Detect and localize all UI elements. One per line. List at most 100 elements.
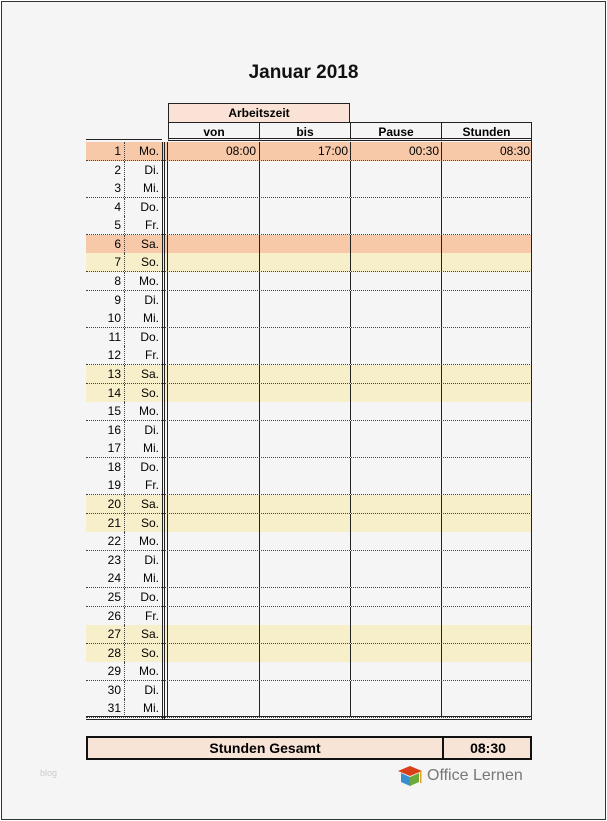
cell-von[interactable]	[167, 327, 258, 346]
cell-von[interactable]	[167, 495, 258, 514]
cell-von[interactable]	[167, 253, 258, 272]
cell-pause[interactable]	[350, 606, 441, 625]
cell-bis[interactable]	[259, 439, 350, 458]
cell-stunden[interactable]	[441, 346, 532, 365]
cell-von[interactable]	[167, 606, 258, 625]
cell-pause[interactable]	[350, 179, 441, 198]
cell-stunden[interactable]	[441, 179, 532, 198]
cell-stunden[interactable]	[441, 457, 532, 476]
cell-bis[interactable]: 17:00	[259, 142, 350, 160]
cell-bis[interactable]	[259, 290, 350, 309]
cell-pause[interactable]: 00:30	[350, 142, 441, 160]
cell-pause[interactable]	[350, 346, 441, 365]
cell-stunden[interactable]	[441, 587, 532, 606]
cell-pause[interactable]	[350, 495, 441, 514]
cell-bis[interactable]	[259, 420, 350, 439]
cell-bis[interactable]	[259, 625, 350, 644]
cell-von[interactable]	[167, 532, 258, 551]
cell-stunden[interactable]	[441, 495, 532, 514]
cell-bis[interactable]	[259, 160, 350, 179]
cell-von[interactable]	[167, 569, 258, 588]
cell-bis[interactable]	[259, 383, 350, 402]
cell-bis[interactable]	[259, 587, 350, 606]
cell-pause[interactable]	[350, 643, 441, 662]
cell-von[interactable]	[167, 383, 258, 402]
cell-stunden[interactable]	[441, 364, 532, 383]
cell-von[interactable]	[167, 197, 258, 216]
cell-stunden[interactable]: 08:30	[441, 142, 532, 160]
cell-stunden[interactable]	[441, 662, 532, 681]
cell-bis[interactable]	[259, 272, 350, 291]
cell-stunden[interactable]	[441, 439, 532, 458]
cell-bis[interactable]	[259, 476, 350, 495]
cell-von[interactable]	[167, 420, 258, 439]
cell-pause[interactable]	[350, 513, 441, 532]
cell-von[interactable]	[167, 476, 258, 495]
cell-stunden[interactable]	[441, 216, 532, 235]
cell-pause[interactable]	[350, 216, 441, 235]
cell-von[interactable]	[167, 402, 258, 421]
cell-bis[interactable]	[259, 234, 350, 253]
cell-von[interactable]	[167, 625, 258, 644]
cell-pause[interactable]	[350, 680, 441, 699]
cell-bis[interactable]	[259, 346, 350, 365]
cell-von[interactable]	[167, 290, 258, 309]
cell-pause[interactable]	[350, 253, 441, 272]
cell-stunden[interactable]	[441, 402, 532, 421]
cell-von[interactable]	[167, 699, 258, 718]
cell-bis[interactable]	[259, 495, 350, 514]
cell-bis[interactable]	[259, 309, 350, 328]
cell-stunden[interactable]	[441, 625, 532, 644]
cell-stunden[interactable]	[441, 699, 532, 718]
cell-von[interactable]	[167, 234, 258, 253]
cell-pause[interactable]	[350, 662, 441, 681]
cell-stunden[interactable]	[441, 476, 532, 495]
cell-stunden[interactable]	[441, 513, 532, 532]
cell-bis[interactable]	[259, 606, 350, 625]
cell-pause[interactable]	[350, 532, 441, 551]
cell-bis[interactable]	[259, 197, 350, 216]
cell-stunden[interactable]	[441, 383, 532, 402]
cell-pause[interactable]	[350, 290, 441, 309]
cell-stunden[interactable]	[441, 569, 532, 588]
cell-bis[interactable]	[259, 550, 350, 569]
cell-stunden[interactable]	[441, 197, 532, 216]
cell-stunden[interactable]	[441, 309, 532, 328]
cell-von[interactable]	[167, 364, 258, 383]
cell-von[interactable]	[167, 179, 258, 198]
cell-von[interactable]: 08:00	[167, 142, 258, 160]
cell-pause[interactable]	[350, 420, 441, 439]
cell-pause[interactable]	[350, 587, 441, 606]
cell-bis[interactable]	[259, 457, 350, 476]
cell-von[interactable]	[167, 439, 258, 458]
cell-pause[interactable]	[350, 309, 441, 328]
cell-stunden[interactable]	[441, 327, 532, 346]
cell-pause[interactable]	[350, 476, 441, 495]
cell-von[interactable]	[167, 160, 258, 179]
cell-pause[interactable]	[350, 699, 441, 718]
cell-bis[interactable]	[259, 680, 350, 699]
cell-stunden[interactable]	[441, 160, 532, 179]
cell-bis[interactable]	[259, 253, 350, 272]
cell-von[interactable]	[167, 346, 258, 365]
cell-von[interactable]	[167, 272, 258, 291]
cell-bis[interactable]	[259, 402, 350, 421]
cell-pause[interactable]	[350, 272, 441, 291]
cell-von[interactable]	[167, 662, 258, 681]
cell-pause[interactable]	[350, 550, 441, 569]
cell-von[interactable]	[167, 216, 258, 235]
cell-pause[interactable]	[350, 439, 441, 458]
cell-stunden[interactable]	[441, 290, 532, 309]
cell-von[interactable]	[167, 457, 258, 476]
cell-bis[interactable]	[259, 216, 350, 235]
cell-bis[interactable]	[259, 364, 350, 383]
cell-stunden[interactable]	[441, 643, 532, 662]
cell-bis[interactable]	[259, 179, 350, 198]
cell-bis[interactable]	[259, 327, 350, 346]
cell-stunden[interactable]	[441, 272, 532, 291]
cell-bis[interactable]	[259, 513, 350, 532]
cell-pause[interactable]	[350, 197, 441, 216]
cell-stunden[interactable]	[441, 680, 532, 699]
cell-von[interactable]	[167, 309, 258, 328]
cell-pause[interactable]	[350, 160, 441, 179]
